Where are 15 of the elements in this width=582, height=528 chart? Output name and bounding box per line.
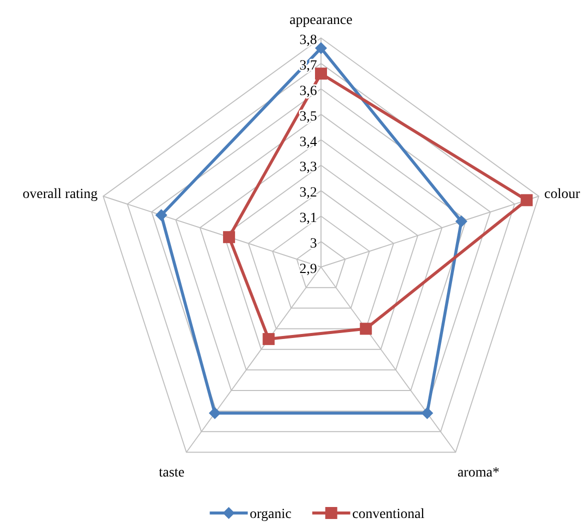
y-tick-label: 3,1 <box>300 211 317 226</box>
spoke-label: overall rating <box>22 187 98 202</box>
y-tick-label: 3 <box>310 236 317 252</box>
spoke-label: taste <box>158 465 185 480</box>
y-tick-label: 2,9 <box>300 262 317 277</box>
legend-label: organic <box>250 507 292 522</box>
y-tick-label: 3,2 <box>300 186 317 201</box>
spoke-label: aroma* <box>457 465 500 480</box>
legend-label: conventional <box>352 507 425 522</box>
y-tick-label: 3,5 <box>300 109 317 124</box>
spoke-label: colour <box>544 187 580 202</box>
y-tick-label: 3,3 <box>300 160 317 176</box>
spoke-label: appearance <box>290 13 352 28</box>
y-tick-label: 3,8 <box>300 33 317 48</box>
y-tick-label: 3,4 <box>300 134 317 150</box>
